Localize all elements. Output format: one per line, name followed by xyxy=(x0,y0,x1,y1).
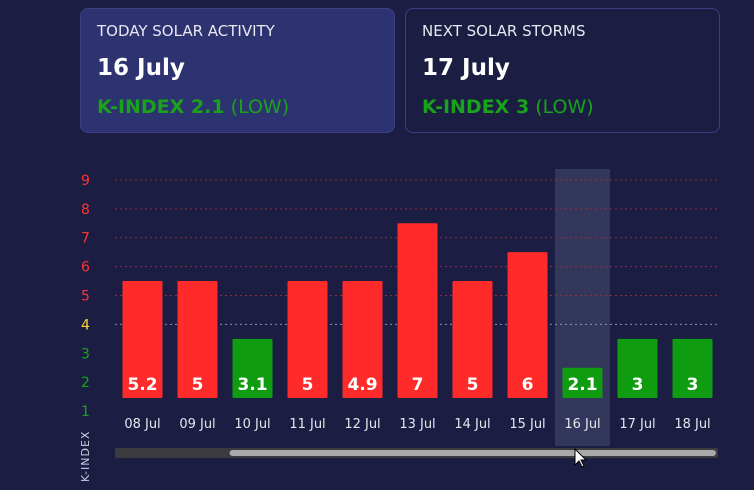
y-tick-label: 8 xyxy=(81,202,90,218)
bar-value-label: 5 xyxy=(302,375,314,395)
y-axis-title: K-INDEX xyxy=(79,431,92,482)
y-tick-label: 1 xyxy=(81,404,90,420)
bar-value-label: 3 xyxy=(632,375,644,395)
bar-value-label: 6 xyxy=(522,375,534,395)
x-tick-label: 14 Jul xyxy=(454,417,490,432)
x-tick-label: 10 Jul xyxy=(234,417,270,432)
bar-value-label: 5.2 xyxy=(127,375,157,395)
x-tick-label: 15 Jul xyxy=(509,417,545,432)
y-tick-label: 4 xyxy=(81,317,90,333)
y-tick-label: 5 xyxy=(81,289,90,305)
kindex-bar[interactable] xyxy=(177,281,218,398)
y-tick-label: 6 xyxy=(81,260,90,276)
bar-value-label: 3.1 xyxy=(237,375,267,395)
today-card-heading: TODAY SOLAR ACTIVITY xyxy=(97,22,275,40)
kindex-bar[interactable] xyxy=(397,223,438,398)
selected-day-highlight xyxy=(555,169,610,446)
x-tick-label: 13 Jul xyxy=(399,417,435,432)
kindex-bar[interactable] xyxy=(122,281,163,398)
next-card-date: 17 July xyxy=(422,55,510,81)
x-tick-label: 08 Jul xyxy=(124,417,160,432)
kindex-bar[interactable] xyxy=(617,338,658,398)
next-kindex-value: K-INDEX 3 xyxy=(422,96,530,118)
x-tick-label: 18 Jul xyxy=(674,417,710,432)
y-tick-label: 7 xyxy=(81,231,90,247)
kindex-bar[interactable] xyxy=(232,338,273,398)
x-tick-label: 11 Jul xyxy=(289,417,325,432)
kindex-bar[interactable] xyxy=(672,338,713,398)
y-tick-label: 2 xyxy=(81,375,90,391)
today-kindex-value: K-INDEX 2.1 xyxy=(97,96,225,118)
next-storms-card[interactable]: NEXT SOLAR STORMS 17 July K-INDEX 3 (LOW… xyxy=(405,8,720,133)
today-kindex-level: (LOW) xyxy=(230,96,290,118)
x-tick-label: 16 Jul xyxy=(564,417,600,432)
bar-value-label: 5 xyxy=(467,375,479,395)
next-kindex: K-INDEX 3 (LOW) xyxy=(422,95,703,119)
x-tick-label: 17 Jul xyxy=(619,417,655,432)
scrollbar-thumb[interactable] xyxy=(229,450,716,456)
bar-value-label: 2.1 xyxy=(567,375,597,395)
next-kindex-level: (LOW) xyxy=(535,96,594,118)
kindex-bar[interactable] xyxy=(507,252,548,398)
mouse-cursor-icon xyxy=(574,447,588,468)
kindex-bar[interactable] xyxy=(452,281,493,398)
x-tick-label: 12 Jul xyxy=(344,417,380,432)
next-card-heading: NEXT SOLAR STORMS xyxy=(422,22,586,40)
y-tick-label: 3 xyxy=(81,346,90,362)
kindex-bar[interactable] xyxy=(562,367,603,398)
bar-value-label: 7 xyxy=(412,375,424,395)
today-card-date: 16 July xyxy=(97,55,185,81)
y-tick-label: 9 xyxy=(81,173,90,189)
bar-value-label: 5 xyxy=(192,375,204,395)
kindex-bar[interactable] xyxy=(287,281,328,398)
x-tick-label: 09 Jul xyxy=(179,417,215,432)
kindex-bar[interactable] xyxy=(342,281,383,398)
bar-value-label: 3 xyxy=(687,375,699,395)
bar-value-label: 4.9 xyxy=(347,375,377,395)
today-activity-card[interactable]: TODAY SOLAR ACTIVITY 16 July K-INDEX 2.1… xyxy=(80,8,395,133)
today-kindex: K-INDEX 2.1 (LOW) xyxy=(97,95,378,119)
